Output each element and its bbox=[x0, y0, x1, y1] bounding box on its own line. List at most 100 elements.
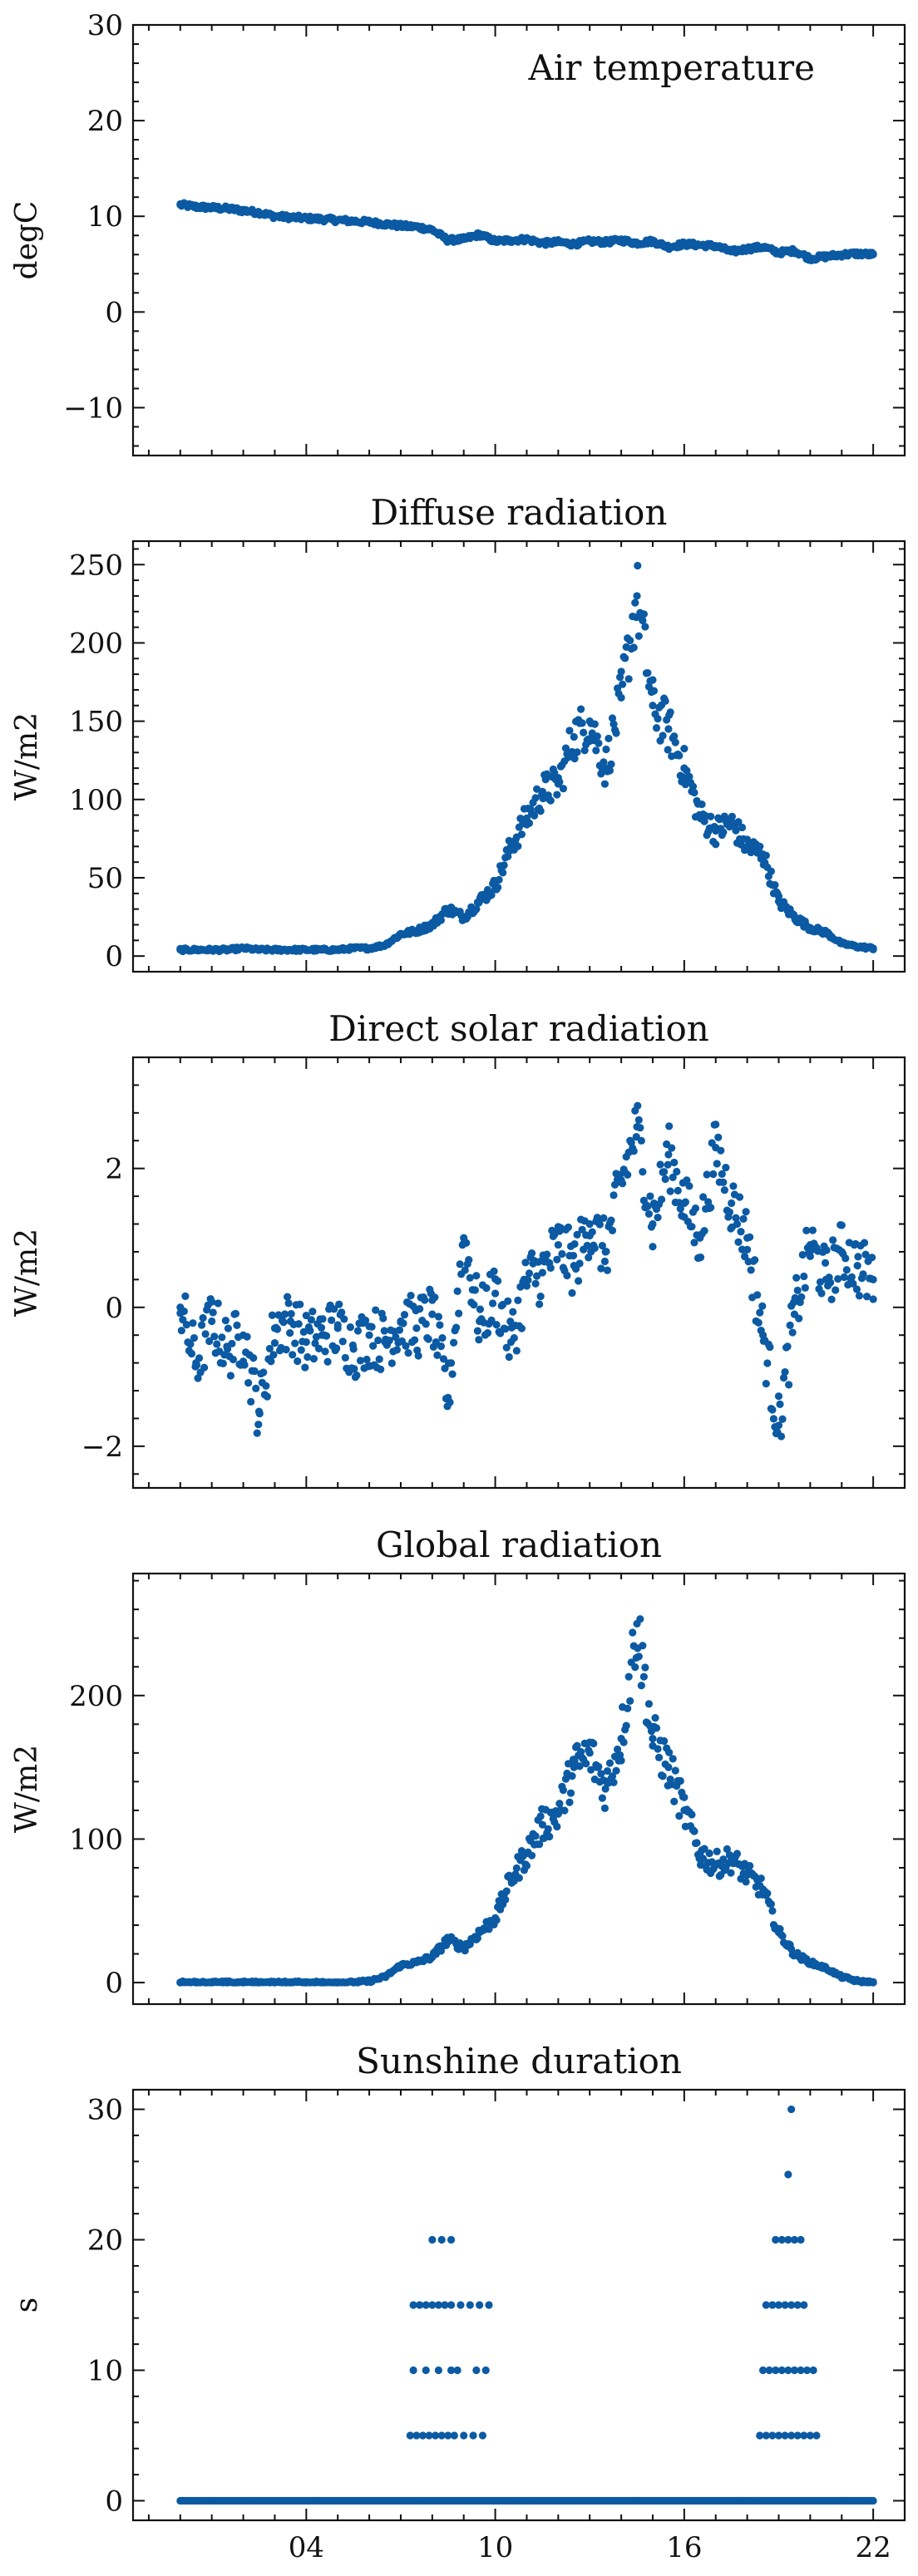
data-point bbox=[639, 610, 648, 618]
data-point bbox=[553, 1255, 561, 1263]
data-points bbox=[176, 1101, 877, 1441]
data-point bbox=[181, 1292, 190, 1300]
data-point bbox=[504, 1297, 512, 1305]
data-point bbox=[531, 1279, 540, 1288]
data-point bbox=[614, 689, 623, 698]
data-point bbox=[629, 1147, 638, 1155]
data-point bbox=[668, 1144, 676, 1152]
data-point bbox=[656, 1160, 664, 1169]
data-point bbox=[762, 2301, 770, 2309]
panel-sunshine-duration: Sunshine duration s 0 10 20 30 04 10 16 22 bbox=[10, 2041, 906, 2564]
data-point bbox=[800, 2431, 808, 2440]
data-point bbox=[733, 1219, 742, 1229]
data-point bbox=[322, 1332, 331, 1340]
data-point bbox=[490, 1267, 498, 1275]
data-point bbox=[603, 1266, 612, 1274]
data-point bbox=[500, 861, 508, 869]
data-point bbox=[756, 842, 764, 850]
data-point bbox=[613, 1745, 622, 1754]
y-tick-label: 0 bbox=[105, 296, 123, 329]
data-point bbox=[849, 1279, 857, 1288]
data-point bbox=[450, 2431, 458, 2440]
data-point bbox=[854, 1253, 862, 1261]
data-point bbox=[842, 1266, 851, 1274]
data-point bbox=[737, 1228, 745, 1236]
data-point bbox=[570, 754, 579, 763]
data-point bbox=[793, 2301, 802, 2309]
data-point bbox=[255, 1409, 264, 1418]
data-point bbox=[637, 1136, 645, 1145]
y-tick-label: 200 bbox=[69, 627, 123, 660]
data-point bbox=[790, 2235, 799, 2244]
data-point bbox=[447, 2301, 456, 2309]
data-point bbox=[605, 1759, 614, 1767]
data-point bbox=[696, 1254, 705, 1262]
data-point bbox=[395, 1326, 404, 1334]
data-point bbox=[578, 1225, 586, 1234]
data-point bbox=[536, 1300, 544, 1308]
data-point bbox=[380, 1327, 388, 1335]
data-point bbox=[318, 1315, 327, 1323]
data-point bbox=[720, 1186, 728, 1194]
y-axis-label: W/m2 bbox=[10, 1745, 44, 1833]
data-point bbox=[612, 729, 620, 737]
data-point bbox=[693, 1839, 701, 1847]
data-point bbox=[670, 732, 679, 741]
data-point bbox=[781, 2431, 789, 2440]
data-point bbox=[758, 2366, 767, 2375]
data-point bbox=[866, 1274, 875, 1283]
data-point bbox=[652, 724, 661, 732]
data-point bbox=[617, 667, 625, 676]
data-point bbox=[194, 1374, 202, 1382]
data-point bbox=[432, 1337, 440, 1347]
data-point bbox=[565, 1798, 574, 1806]
data-point bbox=[732, 826, 740, 835]
data-point bbox=[660, 1168, 669, 1176]
data-point bbox=[522, 1282, 531, 1290]
data-point bbox=[597, 1264, 605, 1273]
data-point bbox=[462, 1239, 471, 1247]
data-point bbox=[598, 1794, 606, 1802]
data-point bbox=[553, 791, 561, 799]
plot-frame bbox=[131, 2088, 906, 2522]
data-point bbox=[574, 1277, 583, 1285]
data-point bbox=[294, 1357, 302, 1366]
data-point bbox=[341, 1353, 349, 1362]
data-point bbox=[827, 1295, 836, 1303]
data-point bbox=[774, 892, 783, 900]
data-point bbox=[485, 1925, 493, 1933]
data-point bbox=[743, 835, 752, 844]
data-point bbox=[787, 2431, 796, 2440]
data-point bbox=[636, 1615, 644, 1623]
data-point bbox=[231, 1309, 240, 1318]
data-point bbox=[610, 1778, 618, 1786]
data-point bbox=[422, 2301, 430, 2309]
data-point bbox=[491, 1289, 500, 1298]
data-point bbox=[416, 2301, 424, 2309]
data-point bbox=[651, 1713, 659, 1722]
data-point bbox=[456, 1260, 464, 1268]
data-point bbox=[847, 1273, 856, 1281]
data-point bbox=[746, 1861, 754, 1870]
data-point bbox=[713, 1847, 721, 1855]
data-point bbox=[221, 1316, 230, 1325]
data-point bbox=[676, 1204, 684, 1213]
data-point bbox=[453, 2366, 461, 2375]
data-point bbox=[802, 2366, 812, 2375]
data-point bbox=[208, 1298, 216, 1306]
data-point bbox=[214, 1299, 222, 1308]
y-tick-label: 30 bbox=[87, 9, 123, 42]
data-point bbox=[774, 2431, 783, 2440]
data-point bbox=[774, 1392, 783, 1401]
data-point bbox=[719, 828, 728, 836]
y-axis-label: degC bbox=[10, 201, 44, 280]
data-point bbox=[485, 2301, 493, 2309]
data-point bbox=[515, 1874, 523, 1882]
data-point bbox=[633, 592, 641, 600]
data-point bbox=[433, 1351, 442, 1360]
data-point bbox=[766, 1342, 774, 1352]
data-point bbox=[612, 1766, 620, 1775]
data-point bbox=[577, 1747, 585, 1756]
data-point bbox=[495, 875, 503, 884]
data-point bbox=[767, 867, 775, 875]
